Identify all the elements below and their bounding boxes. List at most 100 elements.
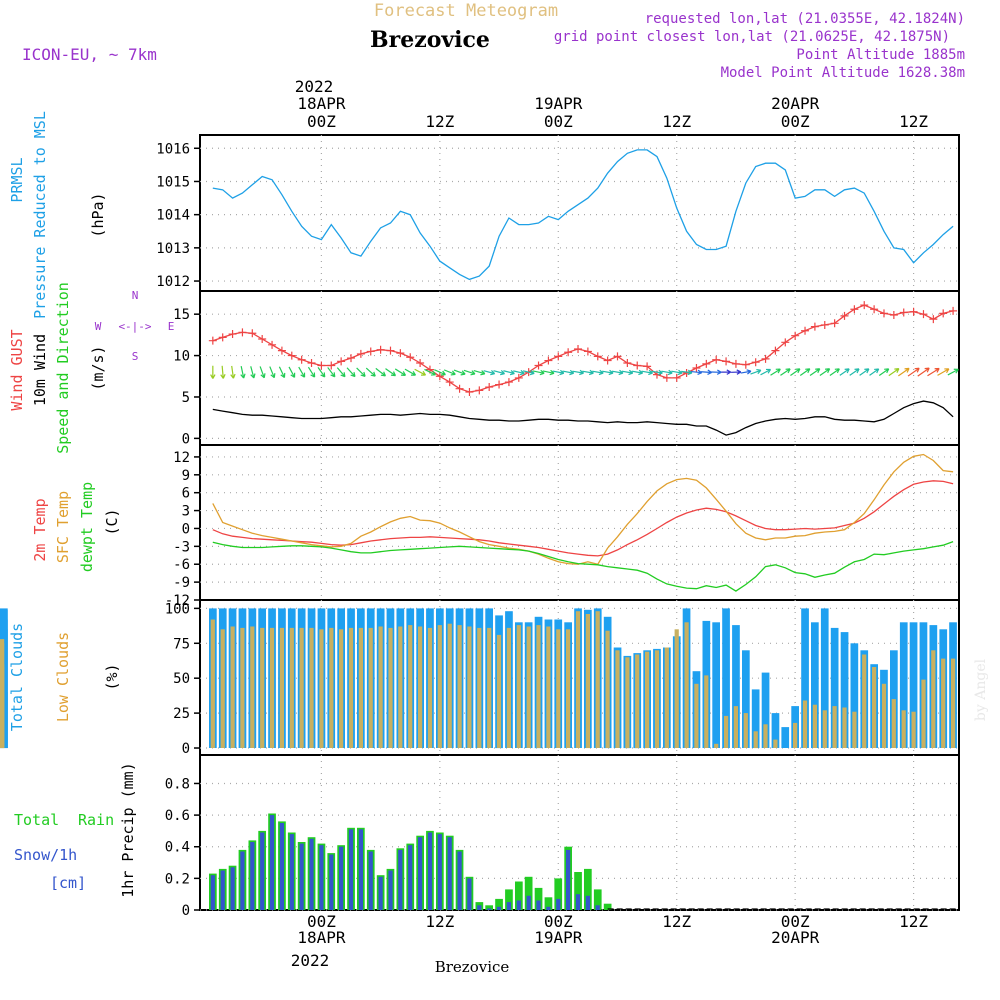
gust-marker (751, 358, 760, 367)
gust-marker (327, 361, 336, 370)
wind10-label: 10m Wind (31, 334, 49, 406)
compass-rose-icon: W E N S <-|-> (95, 289, 175, 363)
gust-marker (514, 373, 523, 382)
bar-low-clouds (891, 699, 896, 748)
gust-marker (889, 311, 898, 320)
bar-low-clouds (566, 629, 571, 748)
wind-arrow (770, 368, 781, 376)
wind-arrow (641, 369, 654, 376)
total-label: Total (14, 811, 59, 829)
y-tick-label: 1014 (156, 208, 190, 224)
top-date-label: 19APR (534, 94, 583, 113)
wind-arrow (269, 366, 276, 379)
bar-low-clouds (269, 627, 275, 748)
bar-low-clouds (664, 647, 669, 748)
gust-marker (899, 308, 908, 317)
pressure-unit: (hPa) (89, 192, 107, 237)
y-tick-label: 0 (182, 521, 190, 537)
bar-snow-1h (279, 823, 284, 910)
gust-marker (623, 359, 632, 368)
gust-marker (840, 311, 849, 320)
top-date-label: 18APR (297, 94, 346, 113)
gust-marker (495, 380, 504, 389)
wind-arrow (375, 367, 386, 377)
bar-low-clouds (250, 626, 255, 748)
bar-total-rain (524, 876, 533, 910)
wind-arrow (394, 368, 407, 376)
wind-arrow (463, 369, 476, 376)
wind-arrow (621, 369, 634, 376)
bar-snow-1h (546, 906, 551, 910)
bar-total-rain (554, 878, 563, 910)
gust-marker (603, 356, 612, 365)
bar-snow-1h (388, 870, 393, 910)
wind-arrow (513, 369, 525, 376)
bar-low-clouds (645, 651, 650, 749)
gust-marker (277, 346, 286, 355)
cloud-unit: (%) (103, 663, 121, 690)
wind-arrow (240, 366, 246, 379)
bar-low-clouds (832, 706, 837, 748)
gust-marker (722, 357, 731, 366)
chart-panels: 10121013101410151016051015-12-9-6-303691… (0, 135, 960, 919)
precip-axis-label: 1hr Precip (mm) (119, 762, 137, 897)
bar-snow-1h (348, 829, 354, 910)
bar-low-clouds (210, 619, 215, 748)
bar-snow-1h (556, 898, 561, 910)
wind-arrow (385, 368, 397, 377)
bar-total-rain (534, 887, 543, 910)
snow-label: Snow/1h (14, 846, 77, 864)
gust-marker (613, 352, 622, 361)
y-tick-label: 1015 (156, 174, 190, 190)
wind-arrow (532, 369, 545, 376)
prmsl-desc: Pressure Reduced to MSL (31, 111, 49, 319)
bar-total-rain (495, 898, 503, 910)
gust-marker (406, 353, 415, 362)
bar-low-clouds (615, 650, 620, 748)
wind-arrow (562, 369, 575, 376)
bar-total-clouds (771, 713, 780, 748)
bar-low-clouds (339, 629, 344, 748)
wind-arrow (809, 368, 821, 377)
compass-arrows: <-|-> (118, 320, 151, 333)
bar-total-clouds (830, 627, 839, 748)
bar-low-clouds (427, 627, 433, 748)
top-time-label: 12Z (425, 112, 454, 131)
compass-s: S (132, 350, 139, 363)
bar-low-clouds (408, 625, 413, 748)
bar-total-rain (505, 889, 513, 910)
gust-marker (208, 336, 217, 345)
wind-panel-labels: Wind GUST 10m Wind Speed and Direction (… (8, 282, 174, 454)
y-tick-label: 0.8 (165, 776, 190, 792)
gust-marker (218, 333, 227, 342)
y-tick-label: 12 (173, 450, 190, 466)
bottom-time-label: 00Z (307, 912, 336, 931)
bar-low-clouds (674, 629, 679, 748)
top-date-label: 20APR (771, 94, 820, 113)
bar-low-clouds (921, 679, 926, 748)
wind-arrow (404, 368, 417, 376)
wind-arrow (210, 365, 216, 379)
wind-arrow (661, 369, 673, 376)
y-tick-label: 9 (182, 468, 190, 484)
bar-low-clouds (299, 627, 304, 748)
wind-arrow (819, 368, 831, 377)
total-cloud-label: Total Clouds (8, 623, 26, 731)
bottom-time-label: 00Z (544, 912, 573, 931)
bottom-time-label: 12Z (425, 912, 454, 931)
y-tick-label: 0.4 (165, 840, 190, 856)
bar-low-clouds (418, 626, 423, 748)
gust-marker (712, 355, 721, 364)
gust-marker (583, 347, 592, 356)
wind-arrow (631, 369, 644, 376)
gust-marker (672, 373, 681, 382)
gust-marker (879, 309, 888, 318)
bar-snow-1h (487, 908, 492, 910)
bar-snow-1h (536, 900, 541, 910)
bar-total-rain (485, 905, 493, 910)
gust-marker (485, 383, 494, 392)
low-cloud-label: Low Clouds (54, 632, 72, 722)
t2m-label: 2m Temp (31, 498, 49, 561)
gust-marker (949, 306, 958, 315)
wind-arrow (947, 368, 959, 376)
